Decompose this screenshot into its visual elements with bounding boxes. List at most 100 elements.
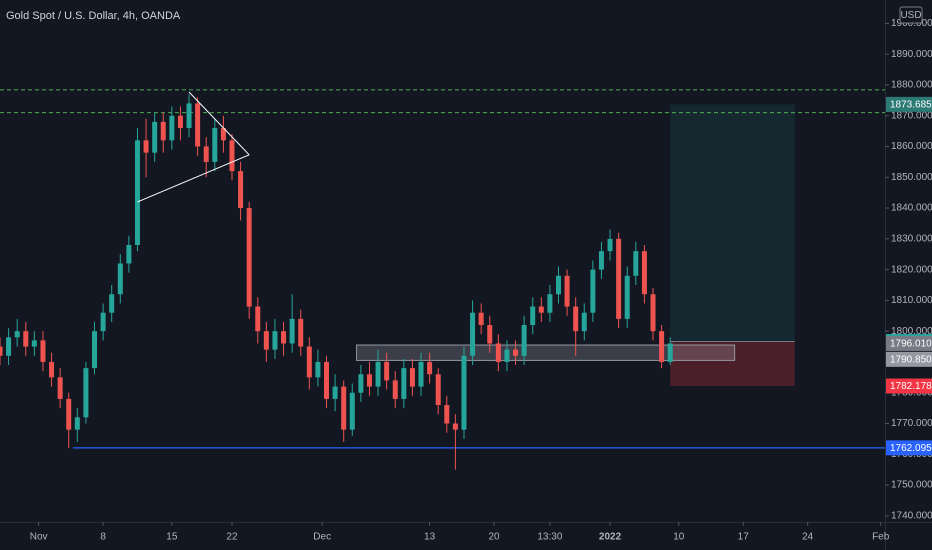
- x-tick-label: 22: [226, 532, 238, 543]
- candle-body: [6, 337, 12, 356]
- candle-body: [521, 325, 527, 356]
- x-tick-label: 13: [424, 532, 436, 543]
- candle-body: [452, 423, 458, 430]
- y-tick-label: 1800.000: [891, 326, 932, 337]
- price-label: 1796.010: [890, 339, 932, 350]
- x-tick-label: 17: [738, 532, 750, 543]
- candle-body: [495, 343, 501, 362]
- candle-body: [272, 331, 278, 350]
- price-label: 1790.850: [890, 354, 932, 365]
- stop-zone: [670, 341, 795, 387]
- x-tick-label: Nov: [30, 532, 48, 543]
- y-tick-label: 1890.000: [891, 49, 932, 60]
- candle-body: [590, 269, 596, 313]
- candle-body: [461, 355, 467, 430]
- candle-body: [83, 368, 89, 418]
- candle-body: [659, 331, 665, 362]
- price-label-box: [886, 378, 932, 394]
- target-zone: [670, 104, 795, 342]
- plot-area: [0, 89, 885, 470]
- candle-body: [375, 361, 381, 387]
- candle-body: [169, 115, 175, 141]
- candle-body: [616, 238, 622, 319]
- candle-body: [212, 128, 218, 162]
- y-tick-label: 1850.000: [891, 172, 932, 183]
- candle-body: [281, 331, 287, 344]
- price-label: 1782.178: [890, 381, 932, 392]
- x-tick-label: Dec: [313, 532, 331, 543]
- x-tick-label: 2022: [599, 532, 622, 543]
- candle-body: [306, 346, 312, 378]
- x-tick-label: 24: [802, 532, 814, 543]
- price-axis: 1740.0001750.0001760.0001770.0001780.000…: [30, 18, 932, 543]
- candle-body: [246, 208, 252, 307]
- candle-body: [31, 340, 37, 347]
- x-tick-label: 20: [488, 532, 500, 543]
- candle-body: [366, 374, 372, 387]
- candle-body: [289, 318, 295, 344]
- candle-body: [667, 343, 673, 362]
- y-tick-label: 1770.000: [891, 418, 932, 429]
- candle-body: [92, 331, 98, 369]
- candle-body: [401, 368, 407, 399]
- candle-body: [598, 251, 604, 270]
- currency[interactable]: USD: [900, 10, 921, 21]
- candle-body: [160, 121, 166, 141]
- price-label: 1873.685: [890, 100, 932, 111]
- candle-body: [564, 275, 570, 307]
- candle-body: [49, 361, 55, 378]
- candle-body: [109, 294, 115, 313]
- candle-body: [177, 115, 183, 129]
- candle-body: [263, 331, 269, 350]
- candle-body: [195, 103, 201, 147]
- candle-body: [324, 361, 330, 399]
- y-tick-label: 1820.000: [891, 264, 932, 275]
- candle-body: [238, 171, 244, 209]
- trendline: [188, 91, 250, 156]
- price-label-box: [886, 96, 932, 112]
- price-label-box: [886, 440, 932, 456]
- candle-body: [538, 306, 544, 313]
- candle-body: [641, 251, 647, 295]
- y-tick-label: 1900.000: [891, 18, 932, 29]
- candle-body: [143, 140, 149, 153]
- candle-body: [66, 398, 72, 430]
- candle-body: [40, 340, 46, 362]
- y-tick-label: 1830.000: [891, 233, 932, 244]
- y-tick-label: 1750.000: [891, 480, 932, 491]
- candle-body: [134, 140, 140, 245]
- candle-body: [186, 103, 192, 129]
- candle-body: [427, 361, 433, 375]
- candle-body: [513, 349, 519, 356]
- candle-body: [0, 346, 3, 356]
- candle-body: [633, 251, 639, 276]
- y-tick-label: 1860.000: [891, 141, 932, 152]
- y-tick-label: 1810.000: [891, 295, 932, 306]
- candle-body: [444, 405, 450, 424]
- candle-body: [255, 306, 261, 332]
- y-tick-label: 1870.000: [891, 110, 932, 121]
- candle-body: [229, 140, 235, 172]
- candle-body: [57, 377, 63, 399]
- chart-title: Gold Spot / U.S. Dollar, 4h, OANDA: [6, 10, 181, 22]
- candle-body: [349, 392, 355, 430]
- x-tick-label: 8: [100, 532, 106, 543]
- currency-box[interactable]: [899, 6, 923, 24]
- candle-body: [607, 238, 613, 252]
- candle-body: [530, 306, 536, 326]
- candle-body: [126, 244, 132, 264]
- x-tick-label: Feb: [872, 532, 890, 543]
- candle-body: [650, 294, 656, 332]
- price-label: 1762.095: [890, 443, 932, 454]
- candle-body: [555, 275, 561, 295]
- candle-body: [298, 318, 304, 347]
- candle-body: [409, 368, 415, 387]
- x-tick-label: 13:30: [537, 532, 562, 543]
- candle-body: [23, 331, 29, 347]
- candle-body: [624, 275, 630, 319]
- x-tick-label: 15: [166, 532, 178, 543]
- candle-body: [504, 349, 510, 362]
- candle-body: [74, 417, 80, 430]
